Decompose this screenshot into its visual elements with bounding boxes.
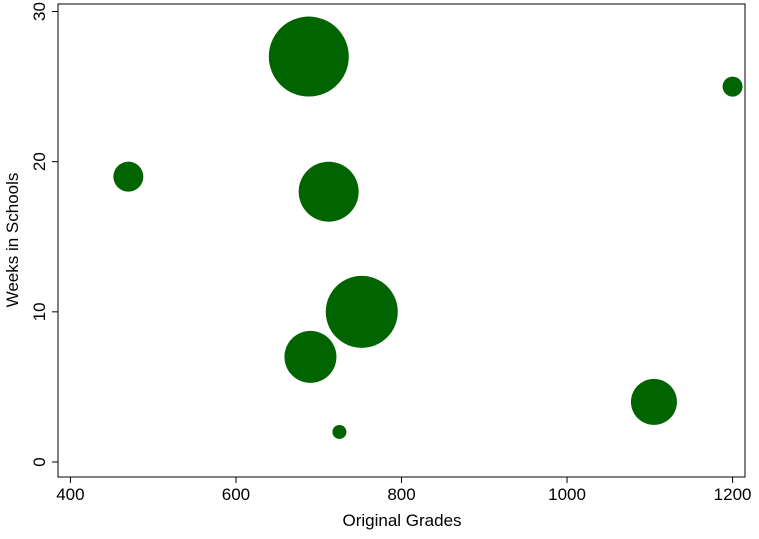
y-tick-label: 30 [30,2,49,21]
x-tick-label: 400 [56,485,84,504]
y-tick-label: 0 [30,457,49,466]
y-tick-label: 10 [30,302,49,321]
bubble-point [325,275,398,348]
bubble-point [722,76,743,97]
x-axis-label: Original Grades [342,511,461,530]
y-axis: 0 10 20 30 [30,2,58,467]
bubble-point [332,424,347,439]
y-tick-label: 20 [30,152,49,171]
x-axis: 400 600 800 1000 1200 [56,477,751,504]
bubble-point [284,330,337,383]
x-tick-label: 800 [387,485,415,504]
x-tick-label: 600 [222,485,250,504]
x-tick-label: 1200 [714,485,752,504]
bubble-point [268,16,349,97]
bubble-point [113,161,144,192]
x-tick-label: 1000 [548,485,586,504]
data-points [113,16,743,439]
bubble-point [630,378,677,425]
bubble-point [298,161,359,222]
y-axis-label: Weeks in Schools [3,173,22,308]
